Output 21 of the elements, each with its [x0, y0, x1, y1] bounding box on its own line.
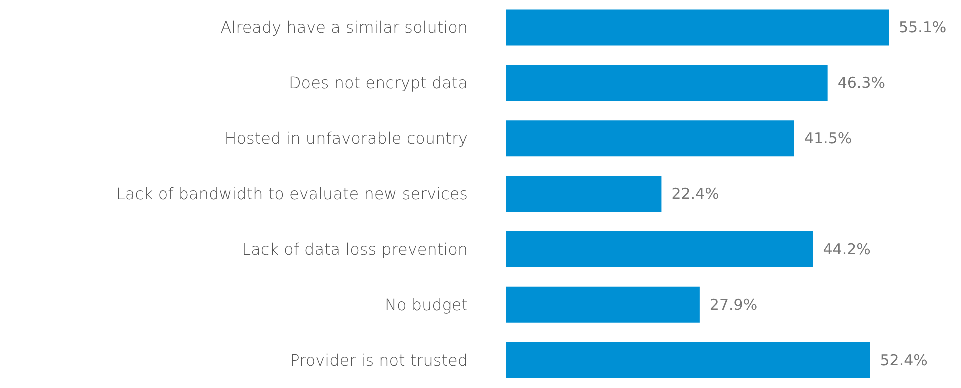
y-tick-label: Lack of bandwidth to evaluate new services	[116, 184, 468, 204]
data-label: 22.4%	[672, 185, 720, 203]
y-tick-label: No budget	[384, 295, 468, 314]
y-tick-label: Already have a similar solution	[220, 18, 468, 38]
data-label: 52.4%	[880, 351, 928, 370]
y-tick-label: Lack of data loss prevention	[242, 240, 468, 259]
bar	[506, 120, 794, 157]
bar	[506, 286, 700, 323]
bar	[506, 231, 814, 268]
y-tick-label: Hosted in unfavorable country	[224, 129, 468, 148]
bar	[506, 65, 828, 102]
y-tick-label: Does not encrypt data	[288, 74, 468, 93]
bar	[506, 176, 662, 212]
data-label: 55.1%	[899, 18, 947, 37]
data-label: 27.9%	[710, 296, 758, 314]
data-label: 41.5%	[804, 130, 852, 148]
data-label: 44.2%	[823, 240, 871, 258]
bar	[506, 342, 870, 378]
y-tick-label: Provider is not trusted	[290, 350, 468, 370]
bar	[506, 10, 889, 46]
data-label: 46.3%	[838, 74, 886, 92]
